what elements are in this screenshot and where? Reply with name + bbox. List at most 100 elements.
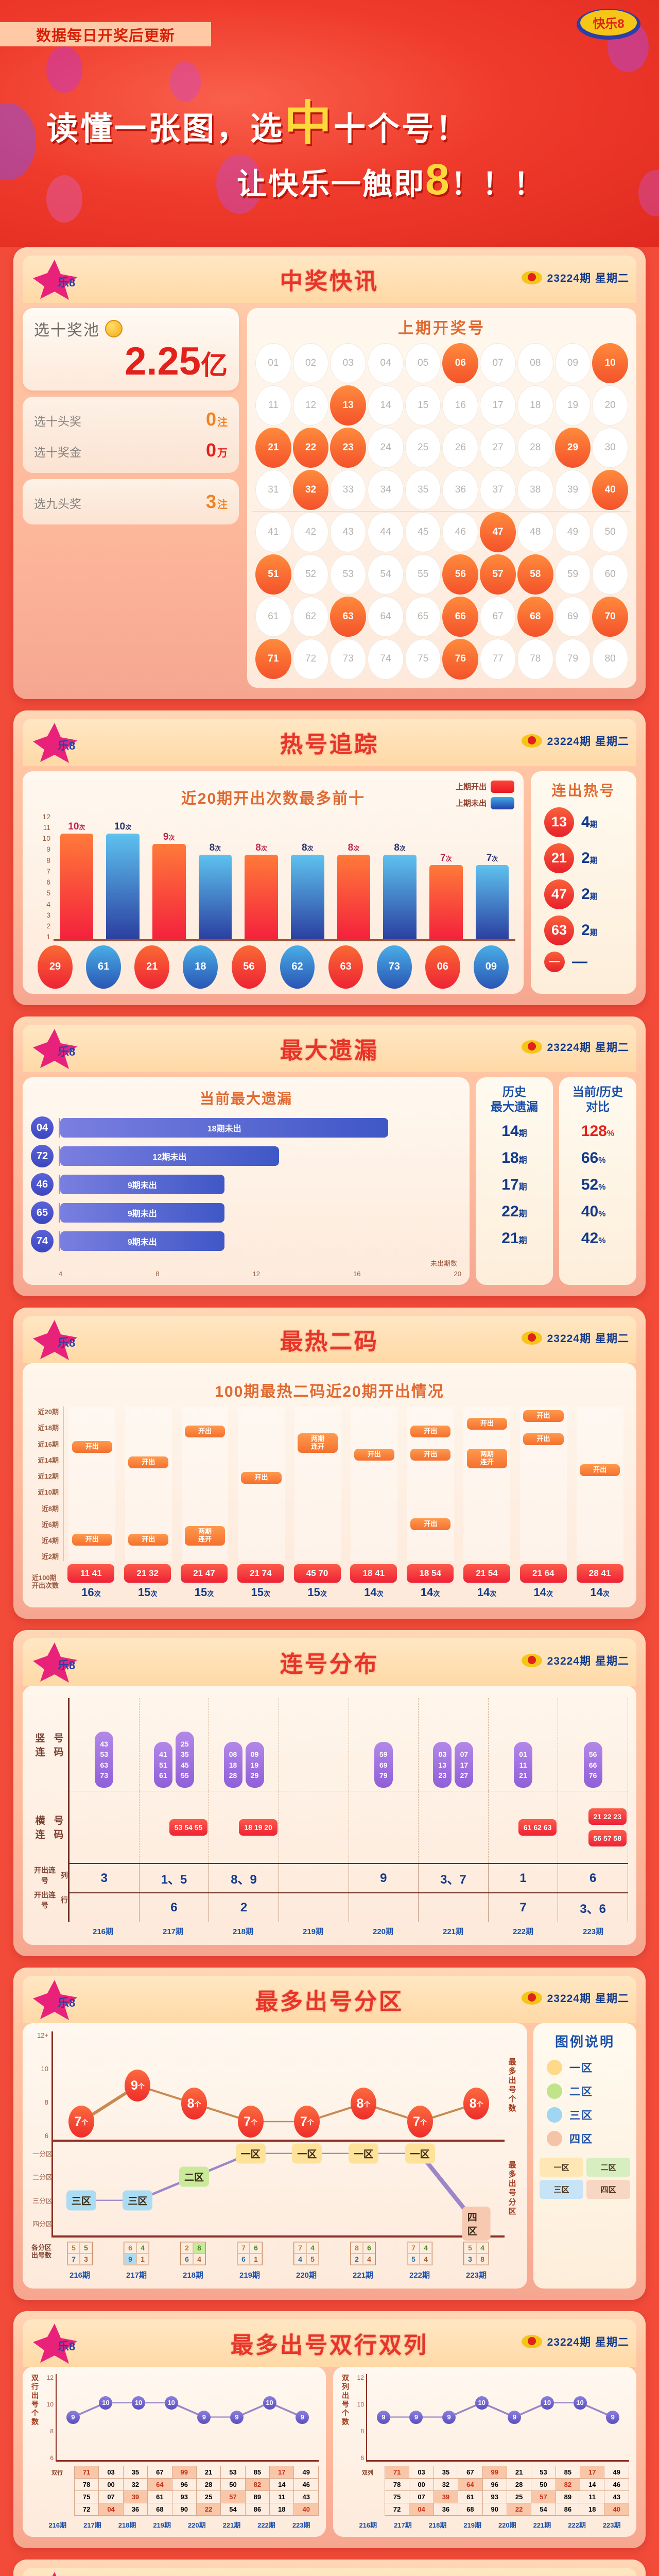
horizontal-chip[interactable]: 21 22 23 bbox=[588, 1808, 627, 1825]
hot-streak-ball[interactable]: — bbox=[544, 951, 565, 972]
lottery-ball[interactable]: 24 bbox=[368, 428, 404, 468]
vertical-chip[interactable]: 03 13 23 bbox=[433, 1742, 452, 1788]
zone-tag[interactable]: 一区 bbox=[405, 2143, 435, 2164]
lottery-ball[interactable]: 33 bbox=[330, 470, 367, 511]
lottery-ball[interactable]: 12 bbox=[292, 385, 329, 426]
vertical-chip[interactable]: 01 11 21 bbox=[514, 1742, 533, 1788]
lottery-ball[interactable]: 77 bbox=[480, 639, 516, 680]
lottery-ball[interactable]: 53 bbox=[330, 554, 367, 595]
zone-map-cell[interactable]: 三区 bbox=[540, 2180, 583, 2199]
pair-label[interactable]: 21 32 bbox=[124, 1564, 171, 1583]
lottery-ball[interactable]: 03 bbox=[330, 343, 367, 384]
lottery-ball[interactable]: 48 bbox=[517, 512, 553, 553]
lottery-ball[interactable]: 27 bbox=[480, 428, 516, 468]
lottery-ball[interactable]: 54 bbox=[368, 554, 404, 595]
missing-ball[interactable]: 04 bbox=[31, 1116, 54, 1140]
lottery-ball[interactable]: 05 bbox=[405, 343, 441, 384]
lottery-ball[interactable]: 36 bbox=[442, 470, 479, 511]
zone-tag[interactable]: 三区 bbox=[66, 2190, 96, 2211]
lottery-ball[interactable]: 45 bbox=[405, 512, 441, 553]
lottery-ball[interactable]: 31 bbox=[255, 470, 291, 511]
lottery-ball[interactable]: 19 bbox=[554, 385, 591, 426]
pair-label[interactable]: 11 41 bbox=[67, 1564, 115, 1583]
pair-label[interactable]: 21 54 bbox=[463, 1564, 511, 1583]
lottery-ball[interactable]: 18 bbox=[517, 385, 553, 426]
pair-label[interactable]: 18 41 bbox=[350, 1564, 397, 1583]
lottery-ball[interactable]: 59 bbox=[554, 554, 591, 595]
hot-streak-ball[interactable]: 13 bbox=[544, 807, 574, 837]
zone-tag[interactable]: 三区 bbox=[123, 2190, 153, 2211]
zone-tag[interactable]: 一区 bbox=[292, 2143, 322, 2164]
x-axis-ball[interactable]: 61 bbox=[86, 945, 122, 989]
horizontal-chip[interactable]: 18 19 20 bbox=[239, 1819, 278, 1836]
lottery-ball[interactable]: 57 bbox=[480, 554, 516, 595]
lottery-ball[interactable]: 21 bbox=[255, 428, 291, 468]
lottery-ball[interactable]: 26 bbox=[442, 428, 479, 468]
lottery-ball[interactable]: 23 bbox=[330, 428, 367, 468]
lottery-ball[interactable]: 16 bbox=[442, 385, 479, 426]
vertical-chip[interactable]: 25 35 45 55 bbox=[175, 1732, 194, 1788]
vertical-chip[interactable]: 07 17 27 bbox=[455, 1742, 474, 1788]
x-axis-ball[interactable]: 29 bbox=[38, 945, 73, 989]
missing-ball[interactable]: 74 bbox=[31, 1230, 54, 1253]
lottery-ball[interactable]: 32 bbox=[292, 470, 329, 511]
lottery-ball[interactable]: 71 bbox=[255, 639, 291, 680]
zone-map-cell[interactable]: 四区 bbox=[586, 2180, 630, 2199]
lottery-ball[interactable]: 51 bbox=[255, 554, 291, 595]
lottery-ball[interactable]: 20 bbox=[592, 385, 628, 426]
lottery-ball[interactable]: 80 bbox=[592, 639, 628, 680]
missing-ball[interactable]: 46 bbox=[31, 1173, 54, 1196]
x-axis-ball[interactable]: 56 bbox=[231, 945, 267, 989]
lottery-ball[interactable]: 52 bbox=[292, 554, 329, 595]
lottery-ball[interactable]: 08 bbox=[517, 343, 553, 384]
lottery-ball[interactable]: 64 bbox=[368, 597, 404, 637]
lottery-ball[interactable]: 55 bbox=[405, 554, 441, 595]
x-axis-ball[interactable]: 73 bbox=[376, 945, 412, 989]
lottery-ball[interactable]: 07 bbox=[480, 343, 516, 384]
lottery-ball[interactable]: 35 bbox=[405, 470, 441, 511]
lottery-ball[interactable]: 63 bbox=[330, 597, 367, 637]
x-axis-ball[interactable]: 18 bbox=[183, 945, 218, 989]
vertical-chip[interactable]: 59 69 79 bbox=[374, 1742, 393, 1788]
vertical-chip[interactable]: 41 51 61 bbox=[153, 1742, 172, 1788]
pair-label[interactable]: 21 64 bbox=[519, 1564, 567, 1583]
lottery-ball[interactable]: 15 bbox=[405, 385, 441, 426]
zone-tag[interactable]: 四区 bbox=[462, 2207, 491, 2241]
lottery-ball[interactable]: 73 bbox=[330, 639, 367, 680]
vertical-chip[interactable]: 56 66 76 bbox=[583, 1742, 602, 1788]
zone-tag[interactable]: 二区 bbox=[179, 2166, 210, 2187]
lottery-ball[interactable]: 79 bbox=[554, 639, 591, 680]
lottery-ball[interactable]: 68 bbox=[517, 597, 553, 637]
lottery-ball[interactable]: 06 bbox=[442, 343, 479, 384]
zone-map-cell[interactable]: 二区 bbox=[586, 2158, 630, 2177]
lottery-ball[interactable]: 38 bbox=[517, 470, 553, 511]
lottery-ball[interactable]: 56 bbox=[442, 554, 479, 595]
x-axis-ball[interactable]: 63 bbox=[328, 945, 363, 989]
lottery-ball[interactable]: 66 bbox=[442, 597, 479, 637]
lottery-ball[interactable]: 43 bbox=[330, 512, 367, 553]
x-axis-ball[interactable]: 21 bbox=[134, 945, 170, 989]
lottery-ball[interactable]: 28 bbox=[517, 428, 553, 468]
zone-tag[interactable]: 一区 bbox=[348, 2143, 378, 2164]
lottery-ball[interactable]: 65 bbox=[405, 597, 441, 637]
lottery-ball[interactable]: 46 bbox=[442, 512, 479, 553]
horizontal-chip[interactable]: 61 62 63 bbox=[518, 1819, 557, 1836]
lottery-ball[interactable]: 22 bbox=[292, 428, 329, 468]
zone-tag[interactable]: 一区 bbox=[235, 2143, 266, 2164]
lottery-ball[interactable]: 29 bbox=[554, 428, 591, 468]
zone-map-cell[interactable]: 一区 bbox=[540, 2158, 583, 2177]
vertical-chip[interactable]: 09 19 29 bbox=[245, 1742, 264, 1788]
pair-label[interactable]: 21 47 bbox=[180, 1564, 228, 1583]
lottery-ball[interactable]: 25 bbox=[405, 428, 441, 468]
pair-label[interactable]: 21 74 bbox=[237, 1564, 284, 1583]
horizontal-chip[interactable]: 53 54 55 bbox=[169, 1819, 208, 1836]
lottery-ball[interactable]: 78 bbox=[517, 639, 553, 680]
lottery-ball[interactable]: 58 bbox=[517, 554, 553, 595]
lottery-ball[interactable]: 37 bbox=[480, 470, 516, 511]
vertical-chip[interactable]: 08 18 28 bbox=[223, 1742, 242, 1788]
lottery-ball[interactable]: 34 bbox=[368, 470, 404, 511]
lottery-ball[interactable]: 10 bbox=[592, 343, 628, 384]
hot-streak-ball[interactable]: 63 bbox=[544, 915, 574, 945]
lottery-ball[interactable]: 62 bbox=[292, 597, 329, 637]
lottery-ball[interactable]: 40 bbox=[592, 470, 628, 511]
